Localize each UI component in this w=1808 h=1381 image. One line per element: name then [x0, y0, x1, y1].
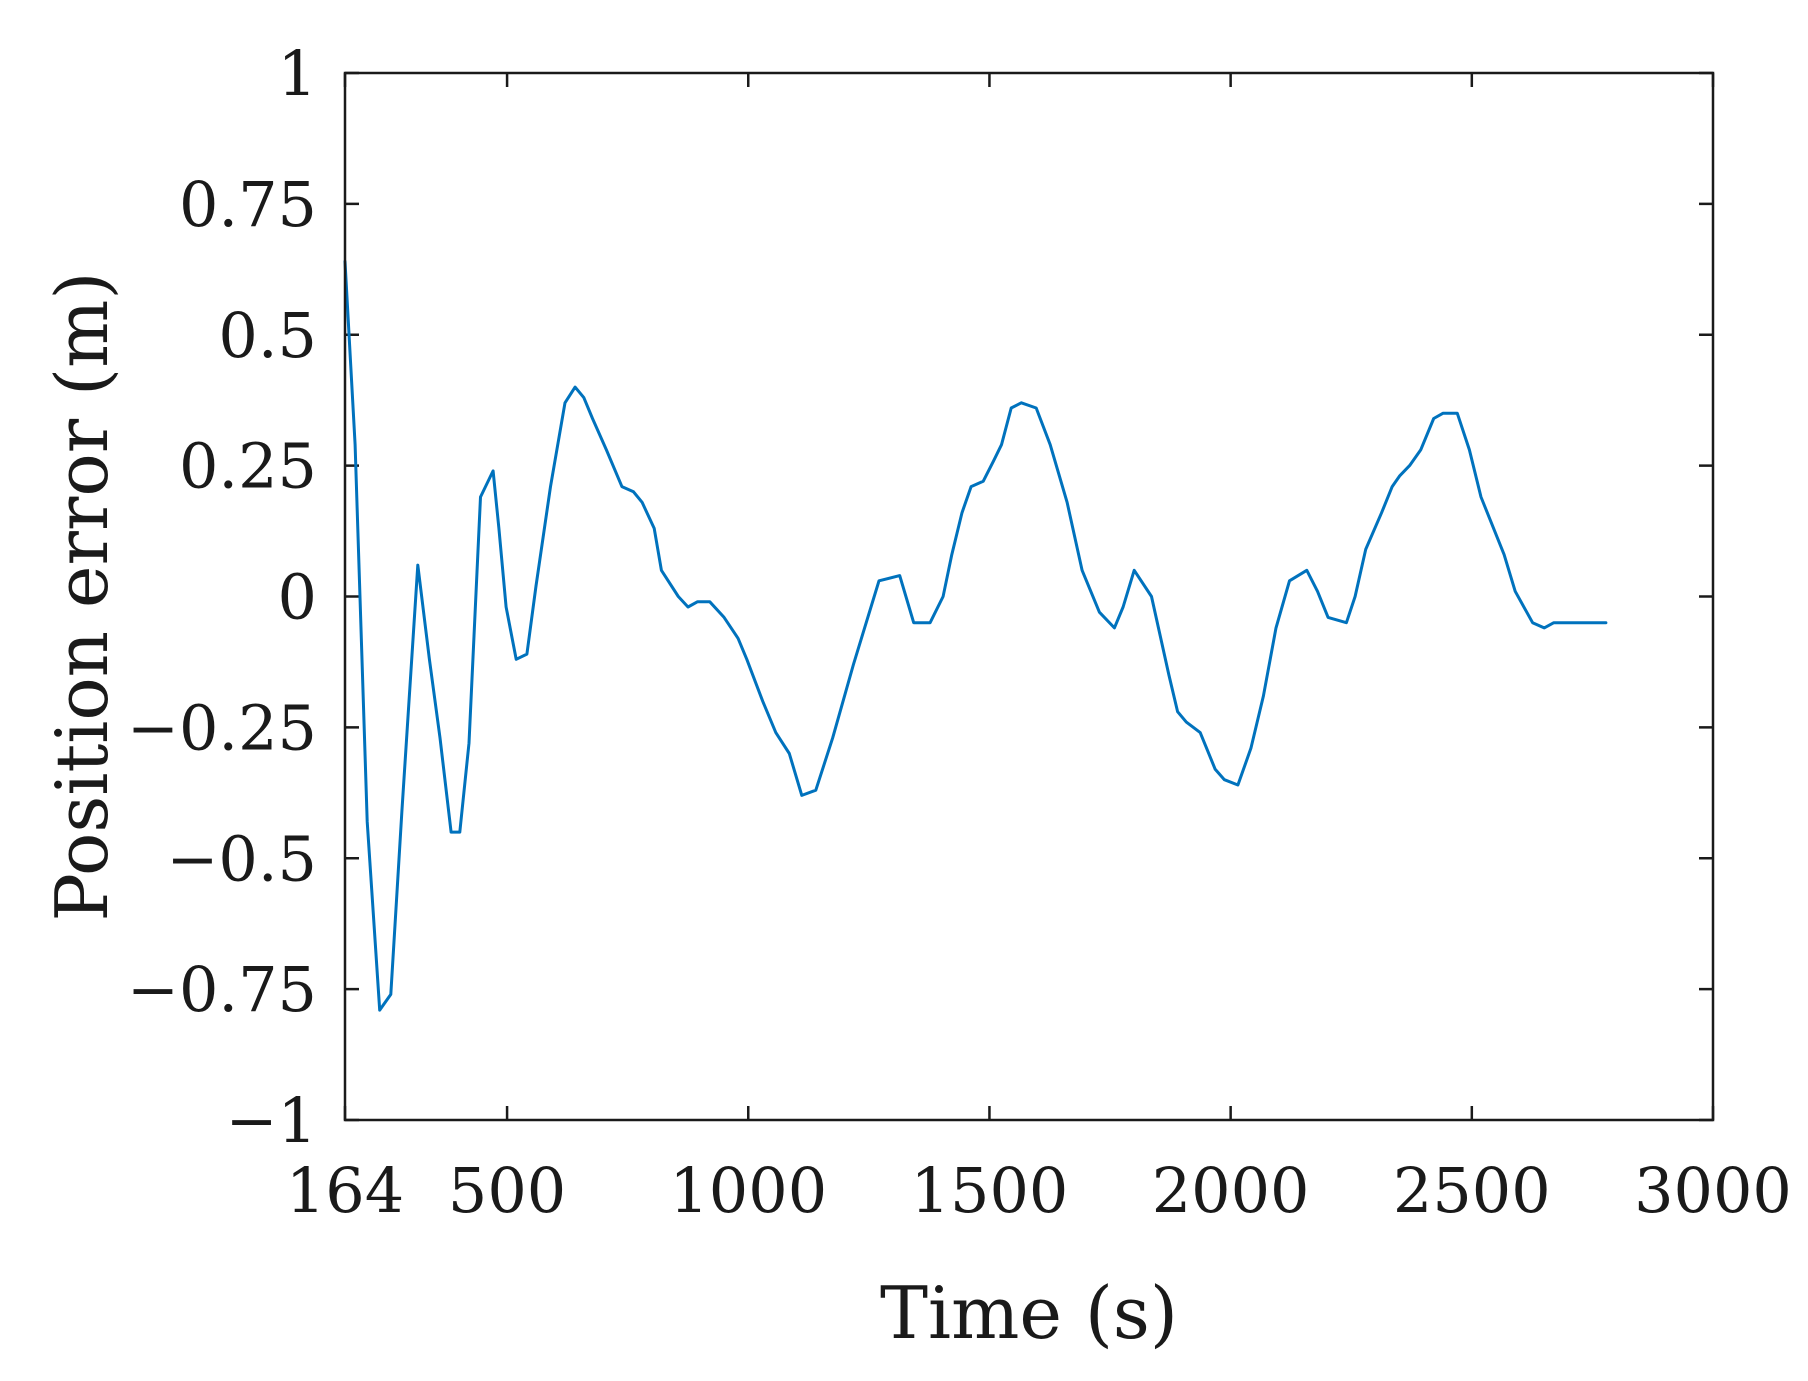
y-tick-label: −0.25 [127, 691, 317, 764]
series-line [343, 260, 1608, 1012]
y-tick-label: 0.5 [218, 299, 317, 372]
axis-tick-labels: 164 500 1000 1500 2000 2500 3000 1 0.75 0.5 0.25 0 −… [127, 37, 1792, 1227]
y-axis-label: Position error (m) [40, 272, 124, 922]
plot-frame [343, 71, 1715, 1122]
x-tick-label: 1000 [669, 1154, 827, 1227]
x-tick-label: 2500 [1393, 1154, 1551, 1227]
y-tick-label: −1 [226, 1084, 317, 1157]
y-tick-label: 0 [278, 561, 317, 634]
y-tick-label: 0.25 [179, 430, 317, 503]
y-tick-label: 1 [278, 37, 317, 110]
y-tick-label: −0.75 [127, 953, 317, 1026]
x-tick-label: 500 [448, 1154, 566, 1227]
x-tick-label: 2000 [1152, 1154, 1310, 1227]
axis-ticks [343, 71, 1715, 1122]
x-tick-label: 164 [286, 1154, 404, 1227]
x-tick-label: 3000 [1634, 1154, 1792, 1227]
x-axis-label: Time (s) [880, 1271, 1178, 1355]
series-group [343, 260, 1608, 1012]
x-tick-label: 1500 [911, 1154, 1069, 1227]
y-tick-label: −0.5 [166, 822, 317, 895]
y-tick-label: 0.75 [179, 168, 317, 241]
